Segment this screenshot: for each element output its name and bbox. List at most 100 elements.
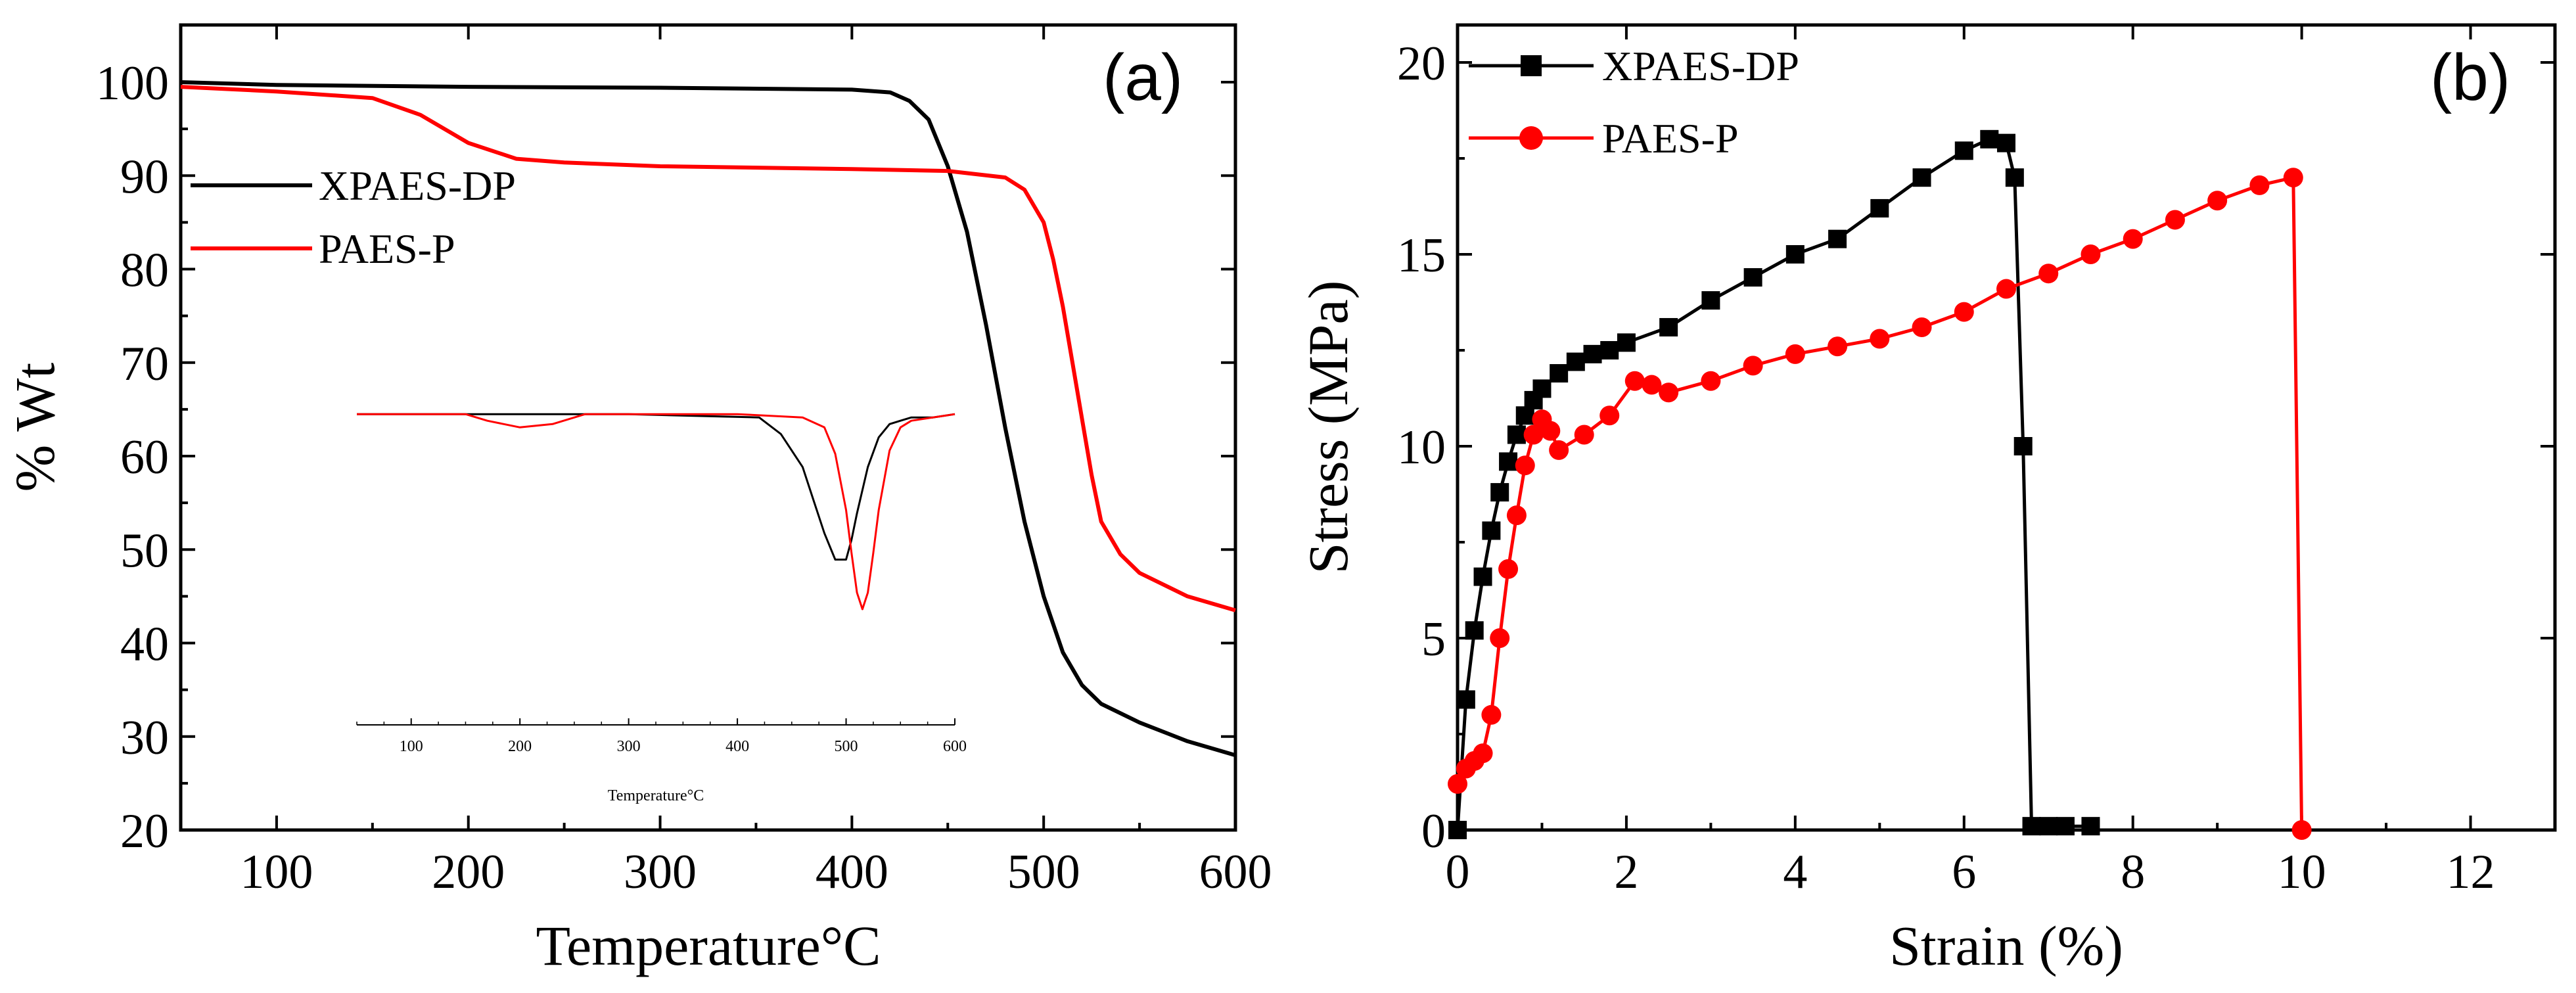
data-point <box>1828 229 1847 248</box>
inset-x-tick-label: 400 <box>725 738 749 755</box>
data-point <box>2165 210 2185 230</box>
data-point <box>1507 425 1526 444</box>
legend-marker-paes-p <box>1519 126 1543 150</box>
panel-b: 0 2 4 6 8 10 12 0 5 10 15 20 XPAES-DP PAES-P (b) St… <box>1297 23 2557 977</box>
x-tick-label: 200 <box>432 845 505 899</box>
inset-x-tick-label: 500 <box>835 738 858 755</box>
data-point <box>1482 521 1501 540</box>
data-point <box>1659 382 1679 403</box>
panel-b-ticks: 0 2 4 6 8 10 12 0 5 10 15 20 <box>1397 25 2555 899</box>
legend-marker-xpaes-dp <box>1521 55 1542 76</box>
x-tick-label: 6 <box>1952 845 1976 899</box>
y-tick-label: 10 <box>1397 421 1446 474</box>
y-tick-label: 20 <box>120 804 169 858</box>
x-tick-label: 300 <box>624 845 697 899</box>
series-line-paes-p <box>180 85 1236 612</box>
panel-b-y-axis-label: Stress (MPa) <box>1297 281 1360 574</box>
data-point <box>1600 341 1619 359</box>
data-point <box>1954 141 1973 160</box>
data-point <box>1566 352 1585 371</box>
inset-x-tick-label: 300 <box>617 738 641 755</box>
data-point <box>1499 452 1518 471</box>
data-point <box>2207 191 2228 211</box>
series-line-paes-p <box>1456 175 2304 831</box>
x-tick-label: 12 <box>2447 845 2495 899</box>
data-point <box>2291 820 2312 840</box>
data-point <box>1954 302 1974 322</box>
panel-a-plot-frame <box>179 23 1237 832</box>
data-point <box>1550 364 1569 383</box>
data-point <box>1701 291 1720 310</box>
inset-series <box>357 413 955 611</box>
data-point <box>1490 628 1510 648</box>
data-point <box>2022 817 2041 836</box>
x-tick-label: 600 <box>1199 845 1272 899</box>
data-point <box>1473 567 1492 586</box>
inset-x-tick-label: 100 <box>400 738 423 755</box>
y-tick-label: 40 <box>120 618 169 672</box>
data-point <box>1870 329 1890 349</box>
panel-a-series <box>180 80 1236 758</box>
panel-b-x-axis-label: Strain (%) <box>1889 914 2123 977</box>
data-point <box>1515 406 1534 425</box>
data-point <box>1624 371 1645 391</box>
x-tick-label: 100 <box>240 845 313 899</box>
y-tick-label: 50 <box>120 524 169 578</box>
data-point <box>1574 425 1594 445</box>
panel-a-x-axis-label: Temperature°C <box>536 914 881 977</box>
legend-label-paes-p: PAES-P <box>319 225 455 272</box>
data-point <box>1743 356 1763 376</box>
y-tick-label: 5 <box>1421 612 1446 666</box>
panel-a-legend: XPAES-DP PAES-P <box>191 162 516 272</box>
y-tick-label: 90 <box>120 150 169 204</box>
data-point <box>1523 425 1544 445</box>
data-point <box>1498 559 1519 579</box>
inset-x-axis-label: Temperature°C <box>608 787 704 804</box>
data-point <box>2038 264 2059 284</box>
panel-a: 100 200 300 400 500 600 20 30 40 50 60 70 80 90 100 10… <box>3 23 1272 977</box>
data-point <box>1996 279 2016 299</box>
x-tick-label: 8 <box>2121 845 2145 899</box>
data-point <box>1617 333 1636 352</box>
data-point <box>2283 168 2303 188</box>
data-point <box>1980 129 1999 149</box>
y-tick-label: 0 <box>1421 804 1446 858</box>
data-point <box>1828 336 1848 357</box>
panel-b-label: (b) <box>2430 41 2510 114</box>
data-point <box>1659 317 1678 336</box>
data-point <box>2039 817 2058 836</box>
data-point <box>1701 371 1721 391</box>
panel-b-plot-frame <box>1456 23 2557 832</box>
data-point <box>2249 175 2270 195</box>
data-point <box>1456 690 1475 709</box>
data-point <box>1642 375 1662 395</box>
panel-a-ticks: 100 200 300 400 500 600 20 30 40 50 60 70 80 90 100 <box>96 25 1272 899</box>
panel-b-series <box>1448 129 2312 840</box>
x-tick-label: 2 <box>1614 845 1638 899</box>
panel-a-label: (a) <box>1103 41 1183 114</box>
x-tick-label: 0 <box>1446 845 1470 899</box>
data-point <box>1785 245 1805 264</box>
data-point <box>1532 379 1552 398</box>
data-point <box>1997 133 2015 152</box>
legend-label-xpaes-dp: XPAES-DP <box>1602 43 1799 89</box>
inset-ticks: 100 200 300 400 500 600 <box>356 718 967 755</box>
data-point <box>2005 168 2024 187</box>
data-point <box>1912 317 1932 337</box>
x-tick-label: 400 <box>816 845 888 899</box>
y-tick-label: 100 <box>96 57 169 110</box>
data-point <box>1912 168 1931 187</box>
y-tick-label: 80 <box>120 244 169 298</box>
data-point <box>1549 440 1569 460</box>
data-point <box>1506 505 1527 526</box>
y-tick-label: 15 <box>1397 229 1446 283</box>
series-line-xpaes-dp <box>180 80 1236 758</box>
panel-a-inset: 100 200 300 400 500 600 Temperature°C <box>356 413 967 804</box>
data-point <box>2013 437 2033 455</box>
legend-label-paes-p: PAES-P <box>1602 115 1739 162</box>
data-point <box>1473 743 1493 764</box>
data-point <box>1583 344 1602 363</box>
data-point <box>1465 621 1484 640</box>
data-point <box>2056 817 2075 836</box>
data-point <box>1785 344 1805 364</box>
